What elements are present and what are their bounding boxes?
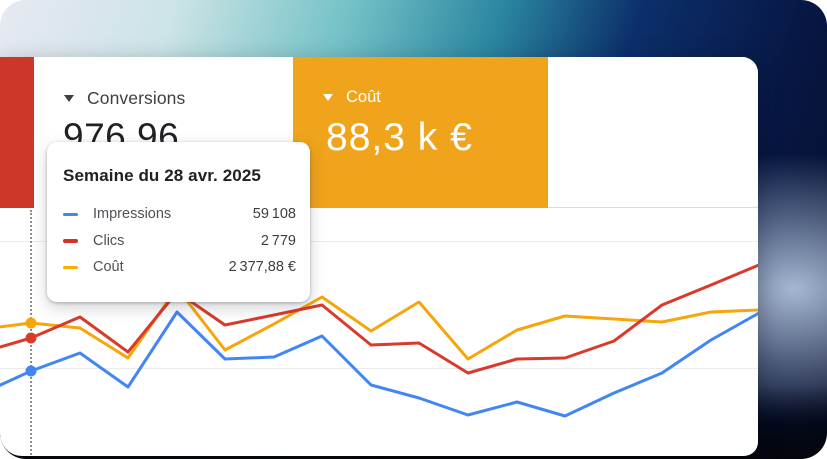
series-dash-icon [63, 239, 78, 243]
tooltip-series-value: 2 779 [260, 232, 296, 249]
tooltip-series-label: Clics [93, 232, 125, 249]
ads-dashboard-screenshot: Conversions 976,96 Coût 88,3 k € Semaine… [0, 57, 758, 456]
tooltip-series-label: Impressions [93, 206, 172, 223]
conversions-card-header: Conversions [64, 88, 185, 109]
tooltip-series-value: 59 108 [252, 206, 296, 223]
cost-card-value: 88,3 k € [326, 116, 473, 159]
tooltip-row: Clics 2 779 [63, 228, 296, 255]
hover-point-dot-impressions[interactable] [25, 365, 37, 377]
cost-card-label: Coût [346, 88, 381, 106]
tooltip-row: Coût 2 377,88 € [63, 254, 296, 281]
hover-point-dot-coût[interactable] [25, 317, 37, 329]
chart-plot-area[interactable] [0, 209, 758, 456]
dropdown-arrow-icon[interactable] [64, 95, 74, 102]
series-line-coût [0, 286, 758, 361]
dropdown-arrow-icon[interactable] [323, 94, 333, 101]
chart-gridline [0, 368, 758, 369]
chart-tooltip: Semaine du 28 avr. 2025 Impressions 59 10… [47, 142, 310, 302]
hover-point-dot-clics[interactable] [25, 332, 37, 344]
tooltip-series-label: Coût [93, 259, 124, 276]
series-line-impressions [0, 310, 758, 418]
metric-card-partial-left[interactable] [0, 57, 34, 208]
series-dash-icon [63, 265, 78, 269]
chart-gridline [0, 241, 758, 242]
tooltip-rows: Impressions 59 108 Clics 2 779 Coût 2 377,88 … [63, 201, 296, 281]
cost-card-header: Coût [323, 88, 381, 107]
tooltip-row: Impressions 59 108 [63, 201, 296, 228]
line-chart-svg[interactable] [0, 57, 758, 456]
tooltip-title: Semaine du 28 avr. 2025 [63, 166, 261, 185]
conversions-card-label: Conversions [87, 88, 186, 108]
metric-card-cost[interactable]: Coût 88,3 k € [293, 57, 548, 208]
series-line-clics [0, 263, 758, 375]
tooltip-series-value: 2 377,88 € [228, 259, 296, 276]
series-dash-icon [63, 212, 78, 216]
